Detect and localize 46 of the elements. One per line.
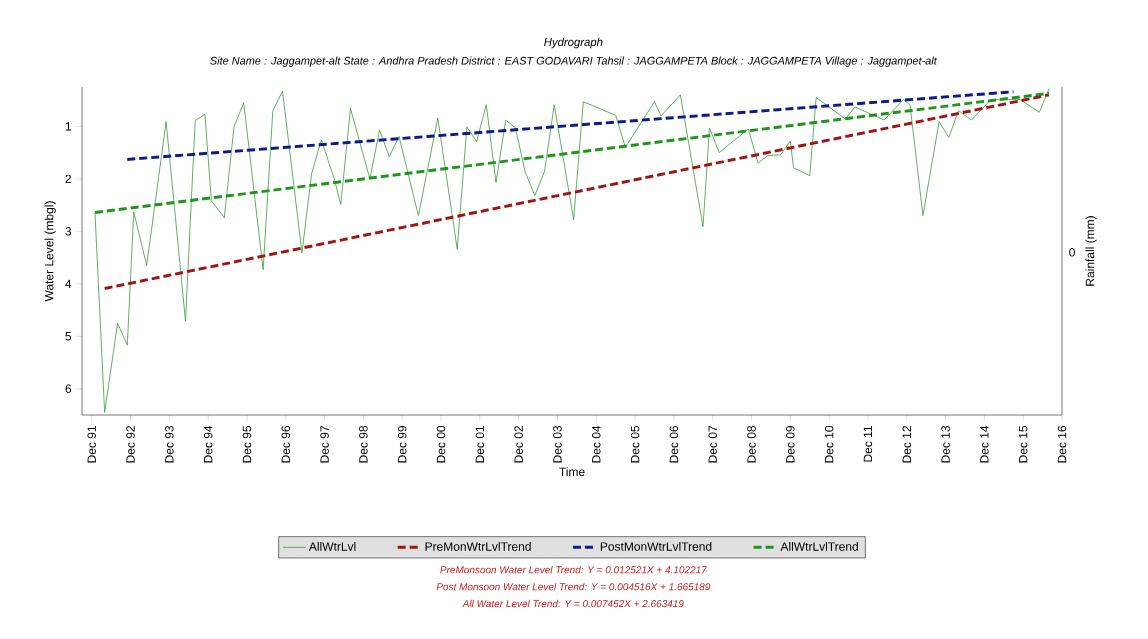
x-tick-label: Dec 09 [786,425,795,463]
y-tick-label: 4 [65,279,72,288]
x-tick-label: Dec 92 [126,426,135,463]
y-tick-label: 2 [65,174,71,184]
text: All Water Level Trend: Y = 0.007452X + 2.663419 [462,599,684,608]
x-tick-label: Dec 11 [863,425,873,462]
legend-label: PreMonWtrLvlTrend [425,541,531,551]
y-axis-title: Water Level (mbgl) [44,201,56,302]
chart-subtitle: Site Name : Jaggampet-alt State : Andhra Pradesh District : EAST GODAVARI Tahsil : JAGGAMPETA Block : JAGGAMPETA Village : Jaggampet-alt [210,56,938,67]
x-tick-label: Dec 93 [165,425,174,463]
x-tick-label: Dec 98 [359,425,368,463]
x-tick-label: Dec 10 [824,425,834,463]
x-tick-label: Dec 99 [397,425,407,463]
y2-axis-title: Rainfall (mm) [1085,216,1097,286]
text: 0 [1069,248,1075,257]
text: PreMonsoon Water Level Trend: Y = 0.012521X + 4.102217 [440,566,708,574]
y-tick-label: 1 [65,122,72,131]
x-tick-label: Dec 91 [87,426,96,463]
x-tick-label: Dec 12 [902,426,912,463]
text: Post Monsoon Water Level Trend: Y = 0.004516X + 1.665189 [436,582,711,591]
x-tick-label: Dec 07 [708,426,717,463]
x-tick-label: Dec 95 [242,425,252,463]
x-tick-label: Dec 94 [203,425,213,463]
legend-label: AllWtrLvlTrend [780,541,858,551]
x-tick-label: Dec 06 [669,425,679,463]
x-tick-label: Dec 03 [553,425,562,463]
x-tick-label: Dec 04 [592,425,601,463]
x-tick-label: Dec 05 [630,425,640,463]
y-tick-label: 6 [65,384,72,394]
x-tick-label: Dec 14 [980,425,989,463]
y-tick-label: 5 [65,332,72,341]
x-tick-label: Dec 97 [320,426,329,463]
line-series [94,88,1050,413]
x-tick-label: Dec 01 [475,426,485,463]
x-tick-label: Dec 96 [281,425,291,463]
legend-label: PostMonWtrLvlTrend [600,541,712,551]
chart-title: Hydrograph [544,37,603,49]
x-tick-label: Dec 15 [1019,425,1028,463]
x-tick-label: Dec 16 [1057,425,1067,463]
x-tick-label: Dec 02 [514,426,523,463]
y-tick-label: 3 [65,227,72,236]
x-tick-label: Dec 08 [747,425,756,463]
x-tick-label: Dec 00 [436,425,446,463]
legend-label: AllWtrLvl [308,541,356,551]
x-axis-title: Time [559,467,585,477]
x-tick-label: Dec 13 [941,425,950,463]
